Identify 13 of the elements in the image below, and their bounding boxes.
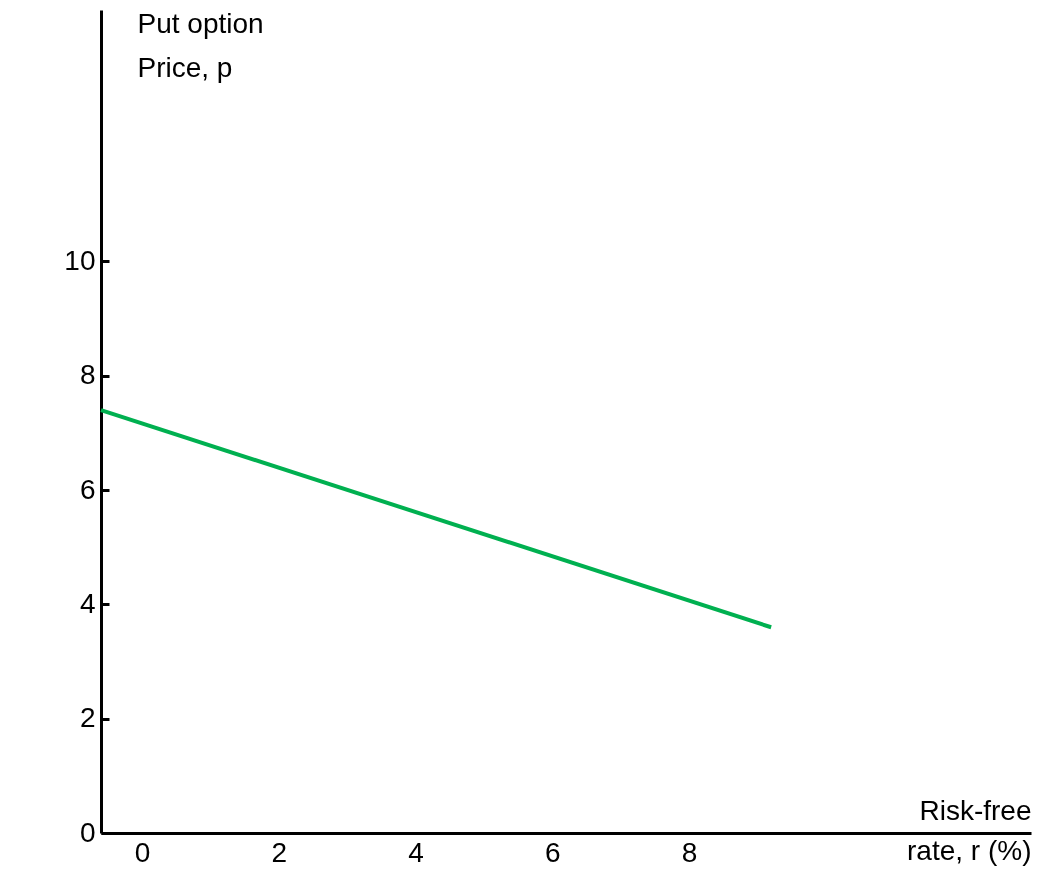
- x-tick-label: 8: [681, 836, 698, 868]
- x-tick-label: 2: [271, 836, 288, 868]
- y-tick-label: 4: [79, 587, 96, 619]
- x-axis-title: Risk-free rate, r (%): [907, 794, 1032, 866]
- x-tick-label: 4: [408, 836, 424, 868]
- x-tick-label: 6: [545, 836, 561, 868]
- y-tick-label: 6: [79, 473, 96, 505]
- x-tick-label: 0: [134, 836, 151, 868]
- y-axis-title: Put option Price, p: [137, 7, 264, 83]
- y-tick-label: 8: [79, 359, 96, 391]
- y-tick-label: 0: [79, 816, 96, 848]
- y-tick-label: 10: [64, 244, 96, 276]
- y-tick-label: 2: [79, 702, 96, 734]
